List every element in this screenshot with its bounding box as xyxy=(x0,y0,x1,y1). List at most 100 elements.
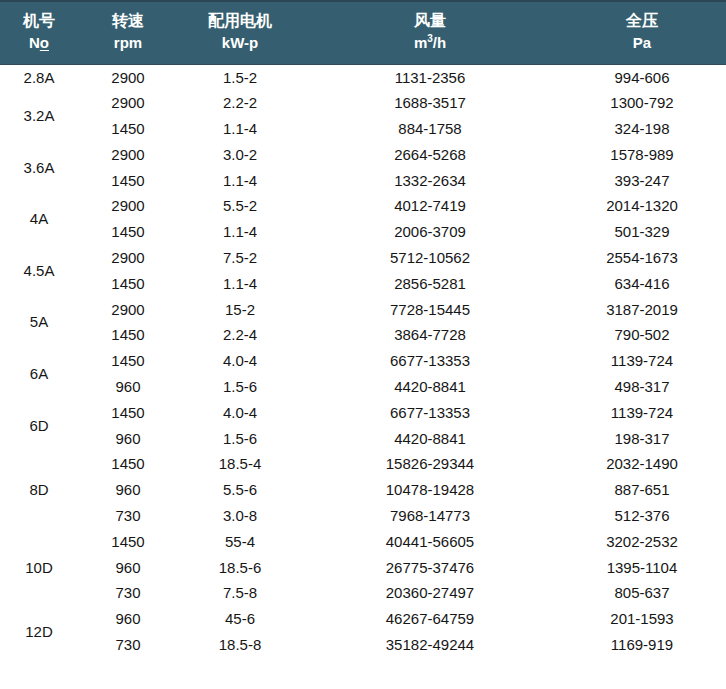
airflow-cell: 2006-3709 xyxy=(302,219,558,245)
airflow-cell: 7728-15445 xyxy=(302,296,558,322)
header-row-units: No rpm kW-p m3/h Pa xyxy=(0,34,726,64)
fan-spec-page: 机号 转速 配用电机 风量 全压 No rpm kW-p m3/h Pa 2.8… xyxy=(0,0,726,689)
model-cell: 4A xyxy=(0,193,78,245)
rpm-cell: 960 xyxy=(78,374,178,400)
pressure-cell: 887-651 xyxy=(558,477,726,503)
motor-cell: 1.1-4 xyxy=(178,167,302,193)
unit-no-o-underlined: o xyxy=(40,34,49,51)
airflow-cell: 10478-19428 xyxy=(302,477,558,503)
pressure-cell: 1578-989 xyxy=(558,141,726,167)
table-row: 9601.5-64420-8841198-317 xyxy=(0,425,726,451)
motor-cell: 4.0-4 xyxy=(178,399,302,425)
model-cell: 2.8A xyxy=(0,64,78,90)
col-header-airflow: 风量 xyxy=(302,1,558,34)
rpm-cell: 1450 xyxy=(78,451,178,477)
unit-m: m xyxy=(414,34,427,51)
motor-cell: 18.5-8 xyxy=(178,632,302,658)
rpm-cell: 2900 xyxy=(78,193,178,219)
header-row-chinese: 机号 转速 配用电机 风量 全压 xyxy=(0,1,726,34)
rpm-cell: 1450 xyxy=(78,270,178,296)
airflow-cell: 3864-7728 xyxy=(302,322,558,348)
motor-cell: 3.0-2 xyxy=(178,141,302,167)
unit-per-hour: /h xyxy=(433,34,446,51)
motor-cell: 1.1-4 xyxy=(178,219,302,245)
rpm-cell: 960 xyxy=(78,606,178,632)
motor-cell: 7.5-2 xyxy=(178,245,302,271)
table-body: 2.8A29001.5-21131-2356994-6063.2A29002.2… xyxy=(0,64,726,657)
airflow-cell: 7968-14773 xyxy=(302,503,558,529)
model-cell: 8D xyxy=(0,451,78,528)
model-cell: 3.6A xyxy=(0,141,78,193)
motor-cell: 5.5-2 xyxy=(178,193,302,219)
motor-cell: 1.1-4 xyxy=(178,270,302,296)
rpm-cell: 960 xyxy=(78,554,178,580)
table-row: 14501.1-42006-3709501-329 xyxy=(0,219,726,245)
pressure-cell: 1395-1104 xyxy=(558,554,726,580)
col-unit-motor: kW-p xyxy=(178,34,302,64)
col-unit-airflow: m3/h xyxy=(302,34,558,64)
rpm-cell: 1450 xyxy=(78,219,178,245)
airflow-cell: 1688-3517 xyxy=(302,90,558,116)
table-row: 6A14504.0-46677-133531139-724 xyxy=(0,348,726,374)
rpm-cell: 960 xyxy=(78,425,178,451)
fan-spec-table: 机号 转速 配用电机 风量 全压 No rpm kW-p m3/h Pa 2.8… xyxy=(0,0,726,657)
table-row: 7303.0-87968-14773512-376 xyxy=(0,503,726,529)
airflow-cell: 40441-56605 xyxy=(302,528,558,554)
rpm-cell: 960 xyxy=(78,477,178,503)
rpm-cell: 1450 xyxy=(78,348,178,374)
col-header-pressure: 全压 xyxy=(558,1,726,34)
motor-cell: 18.5-4 xyxy=(178,451,302,477)
motor-cell: 1.5-6 xyxy=(178,374,302,400)
motor-cell: 18.5-6 xyxy=(178,554,302,580)
motor-cell: 1.5-6 xyxy=(178,425,302,451)
table-row: 2.8A29001.5-21131-2356994-606 xyxy=(0,64,726,90)
table-row: 73018.5-835182-492441169-919 xyxy=(0,632,726,658)
airflow-cell: 35182-49244 xyxy=(302,632,558,658)
table-row: 3.2A29002.2-21688-35171300-792 xyxy=(0,90,726,116)
airflow-cell: 15826-29344 xyxy=(302,451,558,477)
rpm-cell: 730 xyxy=(78,503,178,529)
airflow-cell: 4012-7419 xyxy=(302,193,558,219)
table-row: 6D14504.0-46677-133531139-724 xyxy=(0,399,726,425)
motor-cell: 4.0-4 xyxy=(178,348,302,374)
airflow-cell: 4420-8841 xyxy=(302,425,558,451)
pressure-cell: 2032-1490 xyxy=(558,451,726,477)
airflow-cell: 2856-5281 xyxy=(302,270,558,296)
model-cell: 4.5A xyxy=(0,245,78,297)
rpm-cell: 2900 xyxy=(78,141,178,167)
rpm-cell: 1450 xyxy=(78,116,178,142)
model-cell: 3.2A xyxy=(0,90,78,142)
table-row: 3.6A29003.0-22664-52681578-989 xyxy=(0,141,726,167)
col-unit-speed: rpm xyxy=(78,34,178,64)
rpm-cell: 730 xyxy=(78,632,178,658)
table-row: 4A29005.5-24012-74192014-1320 xyxy=(0,193,726,219)
pressure-cell: 3202-2532 xyxy=(558,528,726,554)
table-row: 12D96045-646267-64759201-1593 xyxy=(0,606,726,632)
col-header-motor: 配用电机 xyxy=(178,1,302,34)
airflow-cell: 884-1758 xyxy=(302,116,558,142)
table-row: 96018.5-626775-374761395-1104 xyxy=(0,554,726,580)
pressure-cell: 512-376 xyxy=(558,503,726,529)
unit-no-n: N xyxy=(29,34,40,51)
motor-cell: 3.0-8 xyxy=(178,503,302,529)
airflow-cell: 2664-5268 xyxy=(302,141,558,167)
airflow-cell: 5712-10562 xyxy=(302,245,558,271)
rpm-cell: 1450 xyxy=(78,167,178,193)
pressure-cell: 805-637 xyxy=(558,580,726,606)
table-row: 4.5A29007.5-25712-105622554-1673 xyxy=(0,245,726,271)
pressure-cell: 790-502 xyxy=(558,322,726,348)
table-row: 8D145018.5-415826-293442032-1490 xyxy=(0,451,726,477)
table-row: 10D145055-440441-566053202-2532 xyxy=(0,528,726,554)
rpm-cell: 1450 xyxy=(78,322,178,348)
motor-cell: 2.2-2 xyxy=(178,90,302,116)
motor-cell: 1.1-4 xyxy=(178,116,302,142)
airflow-cell: 46267-64759 xyxy=(302,606,558,632)
model-cell: 10D xyxy=(0,528,78,605)
col-header-model: 机号 xyxy=(0,1,78,34)
rpm-cell: 2900 xyxy=(78,90,178,116)
pressure-cell: 324-198 xyxy=(558,116,726,142)
pressure-cell: 2014-1320 xyxy=(558,193,726,219)
airflow-cell: 1332-2634 xyxy=(302,167,558,193)
pressure-cell: 1139-724 xyxy=(558,348,726,374)
col-header-speed: 转速 xyxy=(78,1,178,34)
